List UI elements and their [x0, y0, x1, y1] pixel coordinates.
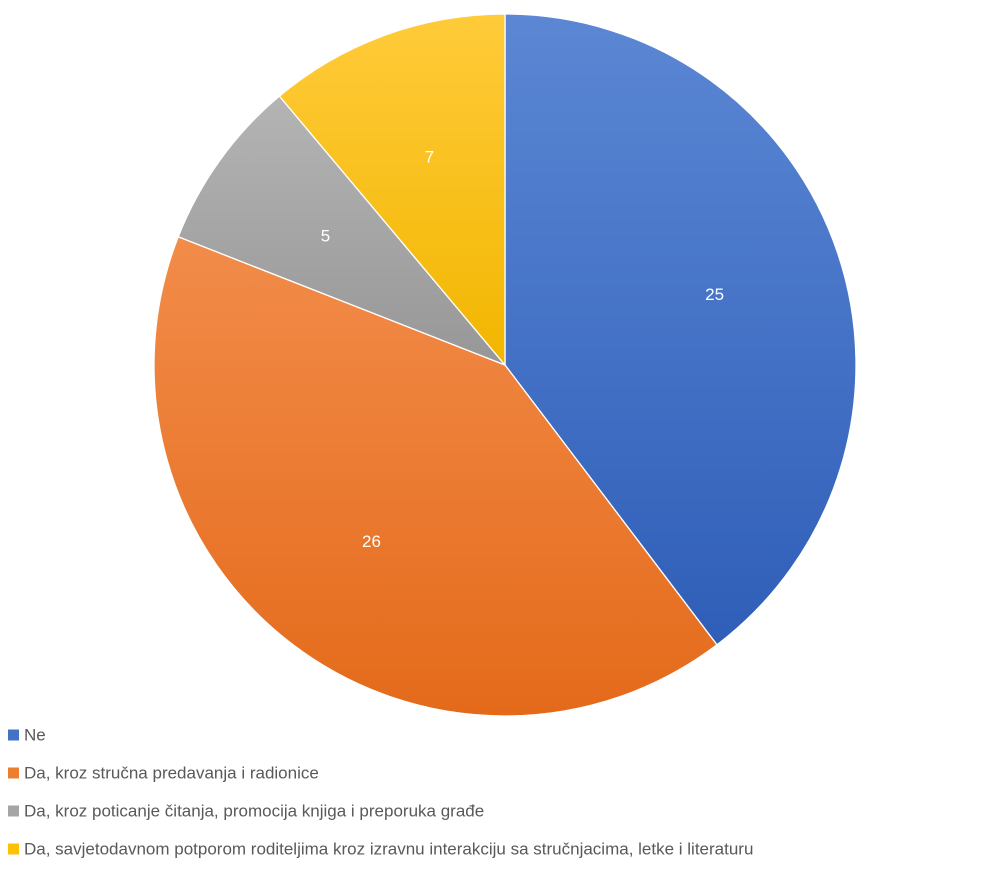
legend-label: Da, kroz poticanje čitanja, promocija kn…	[24, 802, 484, 821]
pie-slice-da-kroz-strucna-predavanja-i-radionice	[153, 235, 718, 717]
legend-swatch	[8, 843, 19, 855]
data-label-da-savjetodavnom-potporom-roditeljima-kr: 7	[425, 148, 434, 167]
legend-swatch	[8, 729, 19, 741]
legend-swatch	[8, 805, 19, 817]
legend-item-da-kroz-poticanje-citanja-promocija-knji: Da, kroz poticanje čitanja, promocija kn…	[8, 802, 484, 821]
data-labels: 25 26 5 7	[321, 148, 724, 551]
data-label-ne: 25	[705, 285, 724, 304]
legend-swatch	[8, 767, 19, 779]
legend-item-da-savjetodavnom-potporom-roditeljima-kr: Da, savjetodavnom potporom roditeljima k…	[8, 840, 753, 859]
data-label-da-kroz-poticanje-citanja-promocija-knji: 5	[321, 226, 330, 245]
legend-label: Da, kroz stručna predavanja i radionice	[24, 764, 319, 783]
legend-label: Da, savjetodavnom potporom roditeljima k…	[24, 840, 753, 859]
legend-item-ne: Ne	[8, 726, 46, 745]
pie-slice-ne	[504, 13, 857, 646]
pie-slice-da-savjetodavnom-potporom-roditeljima-kr	[278, 13, 506, 367]
data-label-da-kroz-strucna-predavanja-i-radionice: 26	[362, 532, 381, 551]
pie-slices	[153, 13, 857, 717]
legend: Ne Da, kroz stručna predavanja i radionic…	[8, 726, 753, 859]
legend-label: Ne	[24, 726, 46, 745]
pie-slice-da-kroz-poticanje-citanja-promocija-knji	[177, 95, 506, 366]
legend-item-da-kroz-strucna-predavanja-i-radionice: Da, kroz stručna predavanja i radionice	[8, 764, 319, 783]
